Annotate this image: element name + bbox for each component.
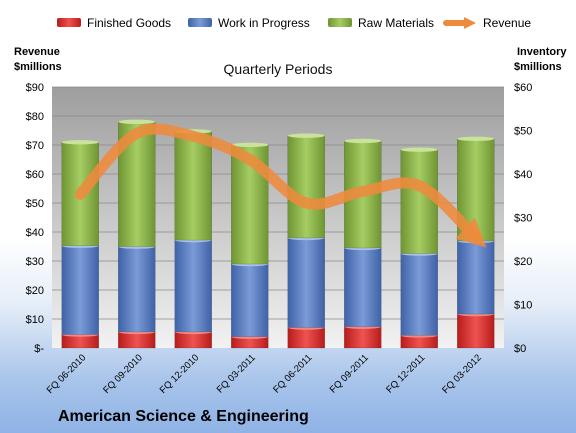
bar-raw-materials-cap	[231, 142, 269, 148]
x-tick-label: FQ 06-2010	[45, 352, 89, 396]
left-tick-label: $30	[26, 256, 44, 268]
revenue-point	[80, 194, 81, 195]
legend-arrow-revenue	[464, 17, 476, 29]
legend: Finished Goods Work in Progress Raw Mate…	[57, 16, 531, 30]
legend-swatch-raw-materials	[328, 18, 352, 27]
right-tick-label: $60	[514, 82, 532, 94]
bar-work-in-progress	[174, 239, 212, 333]
legend-swatch-work-in-progress	[188, 18, 212, 27]
legend-label-work-in-progress: Work in Progress	[218, 16, 310, 30]
bar-raw-materials-cap	[400, 147, 438, 152]
revenue-point	[475, 237, 476, 238]
right-tick-label: $40	[514, 169, 532, 181]
bar-work-in-progress	[400, 253, 438, 336]
left-tick-label: $-	[34, 343, 44, 355]
left-tick-label: $20	[26, 285, 44, 297]
bar-finished-goods	[287, 327, 325, 349]
bar-work-in-progress	[118, 246, 156, 333]
bar-raw-materials	[400, 149, 438, 254]
x-tick-label: FQ 09-2010	[101, 352, 145, 396]
bar-raw-materials-cap	[61, 140, 99, 145]
plot-subtitle: Quarterly Periods	[224, 61, 333, 77]
x-tick-label: FQ 03-2011	[215, 352, 258, 395]
bar-finished-goods	[174, 331, 212, 349]
right-tick-label: $0	[514, 343, 526, 355]
left-tick-label: $10	[26, 314, 44, 326]
bar-raw-materials	[287, 135, 325, 239]
x-tick-label: FQ 09-2011	[328, 352, 371, 395]
left-tick-label: $70	[26, 140, 44, 152]
revenue-point	[193, 136, 194, 137]
left-tick-label: $40	[26, 227, 44, 239]
right-tick-label: $20	[514, 256, 532, 268]
left-axis-title-line-2: $millions	[14, 61, 62, 73]
bar-raw-materials-cap	[287, 133, 325, 138]
x-tick-label: FQ 12-2010	[158, 352, 202, 396]
right-axis: $0 $10 $20 $30 $40 $50 $60	[514, 82, 532, 355]
left-tick-label: $80	[26, 111, 44, 123]
revenue-point	[419, 185, 420, 186]
revenue-series	[74, 123, 487, 248]
revenue-point	[249, 159, 250, 160]
left-axis: $- $10 $20 $30 $40 $50 $60 $70 $80 $90	[26, 82, 45, 355]
legend-label-revenue: Revenue	[483, 16, 531, 30]
bar-work-in-progress	[457, 240, 495, 315]
revenue-point	[136, 133, 137, 134]
legend-swatch-finished-goods	[57, 18, 81, 27]
bar-raw-materials-cap	[118, 119, 156, 125]
right-tick-label: $30	[514, 213, 532, 225]
right-tick-label: $50	[514, 126, 532, 138]
left-tick-label: $90	[26, 82, 44, 94]
left-axis-title-line-1: Revenue	[14, 46, 60, 58]
right-axis-title-line-2: $millions	[514, 61, 562, 73]
left-tick-label: $60	[26, 169, 44, 181]
right-axis-title-line-1: Inventory	[517, 46, 567, 58]
bar-raw-materials-cap	[344, 138, 382, 144]
legend-label-raw-materials: Raw Materials	[358, 16, 434, 30]
legend-label-finished-goods: Finished Goods	[87, 16, 171, 30]
bar-finished-goods	[344, 326, 382, 349]
bar-work-in-progress	[231, 263, 269, 337]
company-name: American Science & Engineering	[58, 408, 309, 425]
revenue-line	[74, 123, 487, 248]
bar-finished-goods	[457, 313, 495, 349]
x-tick-label: FQ 12-2011	[384, 352, 427, 395]
bar-work-in-progress	[61, 245, 99, 335]
bar-raw-materials-cap	[457, 136, 495, 141]
bar-raw-materials	[174, 131, 212, 241]
right-tick-label: $10	[514, 300, 532, 312]
revenue-point	[362, 191, 363, 192]
revenue-point	[306, 202, 307, 203]
x-tick-label: FQ 06-2011	[271, 352, 314, 395]
left-tick-label: $50	[26, 198, 44, 210]
bar-work-in-progress	[287, 237, 325, 328]
x-tick-label: FQ 03-2012	[440, 352, 484, 396]
bar-finished-goods	[118, 331, 156, 349]
x-axis: FQ 06-2010 FQ 09-2010 FQ 12-2010 FQ 03-2011…	[45, 352, 484, 396]
bar-work-in-progress	[344, 247, 382, 327]
